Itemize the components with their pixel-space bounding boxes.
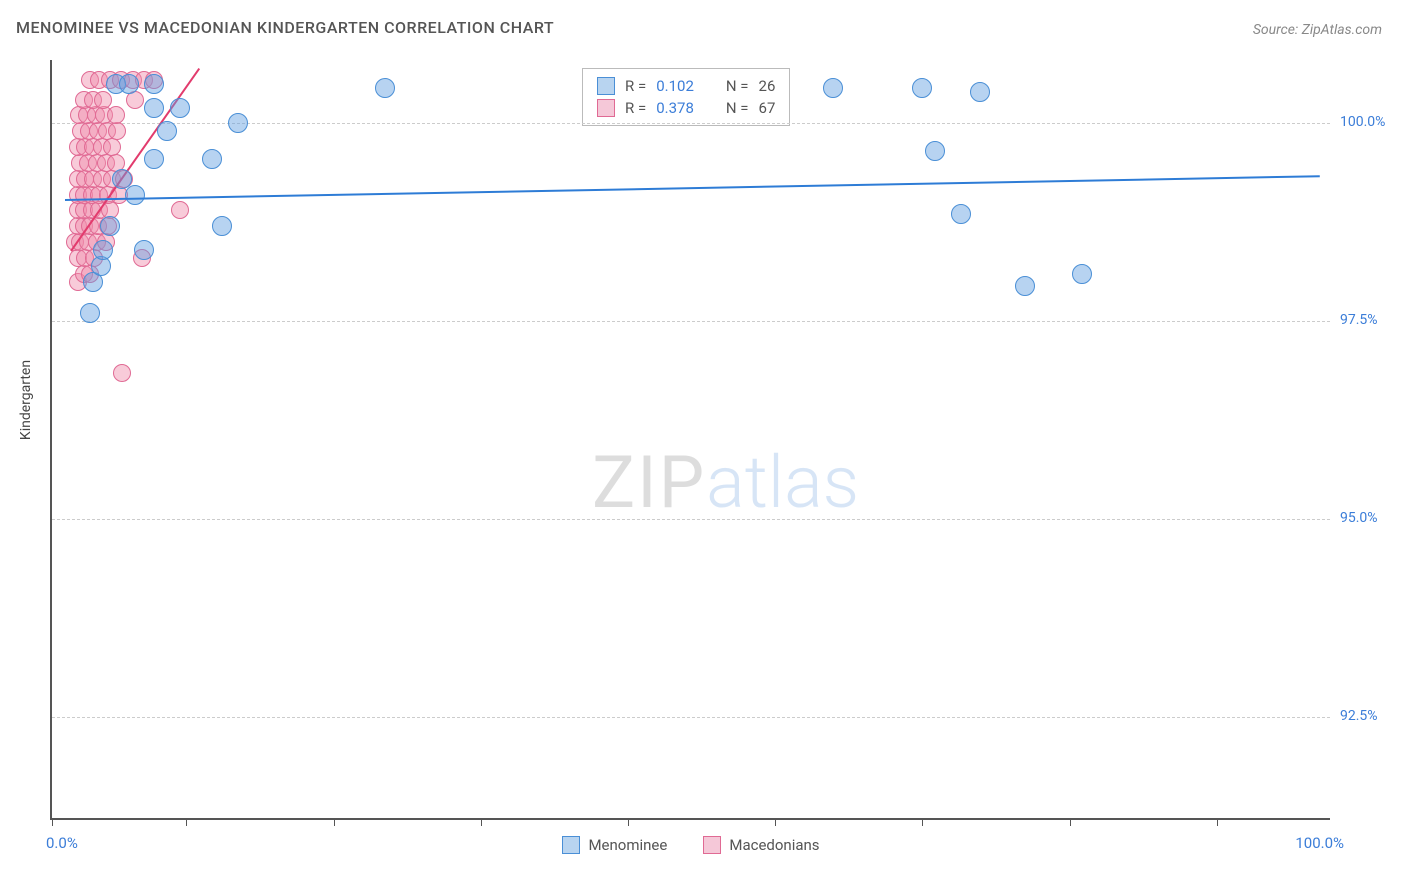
chart-title: MENOMINEE VS MACEDONIAN KINDERGARTEN COR… (16, 18, 554, 37)
scatter-point-blue (228, 113, 248, 133)
scatter-point-blue (157, 121, 177, 141)
trend-line-blue (65, 175, 1319, 201)
scatter-point-pink (94, 91, 112, 109)
legend-label-blue: Menominee (588, 836, 667, 854)
y-tick-label: 97.5% (1340, 312, 1400, 328)
stats-row-blue: R = 0.102 N = 26 (597, 75, 775, 97)
scatter-point-blue (170, 98, 190, 118)
scatter-point-pink (103, 138, 121, 156)
scatter-point-blue (93, 240, 113, 260)
y-tick-label: 95.0% (1340, 510, 1400, 526)
scatter-point-blue (202, 149, 222, 169)
scatter-point-blue (144, 98, 164, 118)
swatch-blue (597, 77, 615, 95)
x-tick (1070, 818, 1071, 826)
n-label-pink: N = (726, 99, 749, 117)
swatch-pink (597, 99, 615, 117)
scatter-point-blue (125, 185, 145, 205)
y-axis-title: Kindergarten (18, 360, 34, 440)
scatter-point-blue (144, 149, 164, 169)
legend-label-pink: Macedonians (729, 836, 819, 854)
source-attribution: Source: ZipAtlas.com (1253, 22, 1382, 38)
watermark: ZIPatlas (592, 440, 859, 525)
gridline-h (52, 519, 1330, 520)
r-label-blue: R = (625, 77, 646, 95)
scatter-point-blue (912, 78, 932, 98)
legend-item-pink: Macedonians (703, 836, 819, 854)
legend-swatch-blue (562, 836, 580, 854)
legend-swatch-pink (703, 836, 721, 854)
bottom-legend: Menominee Macedonians (52, 836, 1330, 854)
source-label: Source: (1253, 22, 1302, 38)
x-tick (922, 818, 923, 826)
scatter-point-pink (108, 122, 126, 140)
scatter-point-blue (375, 78, 395, 98)
scatter-point-blue (134, 240, 154, 260)
legend-item-blue: Menominee (562, 836, 667, 854)
n-label-blue: N = (726, 77, 749, 95)
x-tick (628, 818, 629, 826)
x-tick (334, 818, 335, 826)
x-tick (775, 818, 776, 826)
watermark-atlas: atlas (706, 440, 859, 525)
y-tick-label: 100.0% (1340, 114, 1400, 130)
source-name: ZipAtlas.com (1302, 22, 1382, 38)
scatter-point-blue (925, 141, 945, 161)
scatter-point-blue (1015, 276, 1035, 296)
scatter-point-blue (823, 78, 843, 98)
x-tick (186, 818, 187, 826)
scatter-point-pink (171, 201, 189, 219)
scatter-point-blue (951, 204, 971, 224)
scatter-point-pink (107, 106, 125, 124)
scatter-point-blue (970, 82, 990, 102)
scatter-point-blue (119, 74, 139, 94)
scatter-point-blue (1072, 264, 1092, 284)
stats-row-pink: R = 0.378 N = 67 (597, 97, 775, 119)
scatter-point-blue (80, 303, 100, 323)
gridline-h (52, 321, 1330, 322)
scatter-point-pink (113, 364, 131, 382)
watermark-zip: ZIP (592, 440, 706, 525)
y-tick-label: 92.5% (1340, 708, 1400, 724)
stats-legend-box: R = 0.102 N = 26 R = 0.378 N = 67 (582, 68, 790, 126)
scatter-point-blue (144, 74, 164, 94)
x-tick (52, 818, 53, 826)
plot-area: ZIPatlas R = 0.102 N = 26 R = 0.378 N = … (50, 60, 1330, 820)
scatter-point-blue (100, 216, 120, 236)
scatter-point-blue (112, 169, 132, 189)
n-value-pink: 67 (759, 99, 776, 117)
r-label-pink: R = (625, 99, 646, 117)
n-value-blue: 26 (759, 77, 776, 95)
gridline-h (52, 717, 1330, 718)
r-value-pink: 0.378 (656, 99, 694, 117)
scatter-point-blue (212, 216, 232, 236)
r-value-blue: 0.102 (656, 77, 694, 95)
x-tick (1217, 818, 1218, 826)
x-tick (481, 818, 482, 826)
